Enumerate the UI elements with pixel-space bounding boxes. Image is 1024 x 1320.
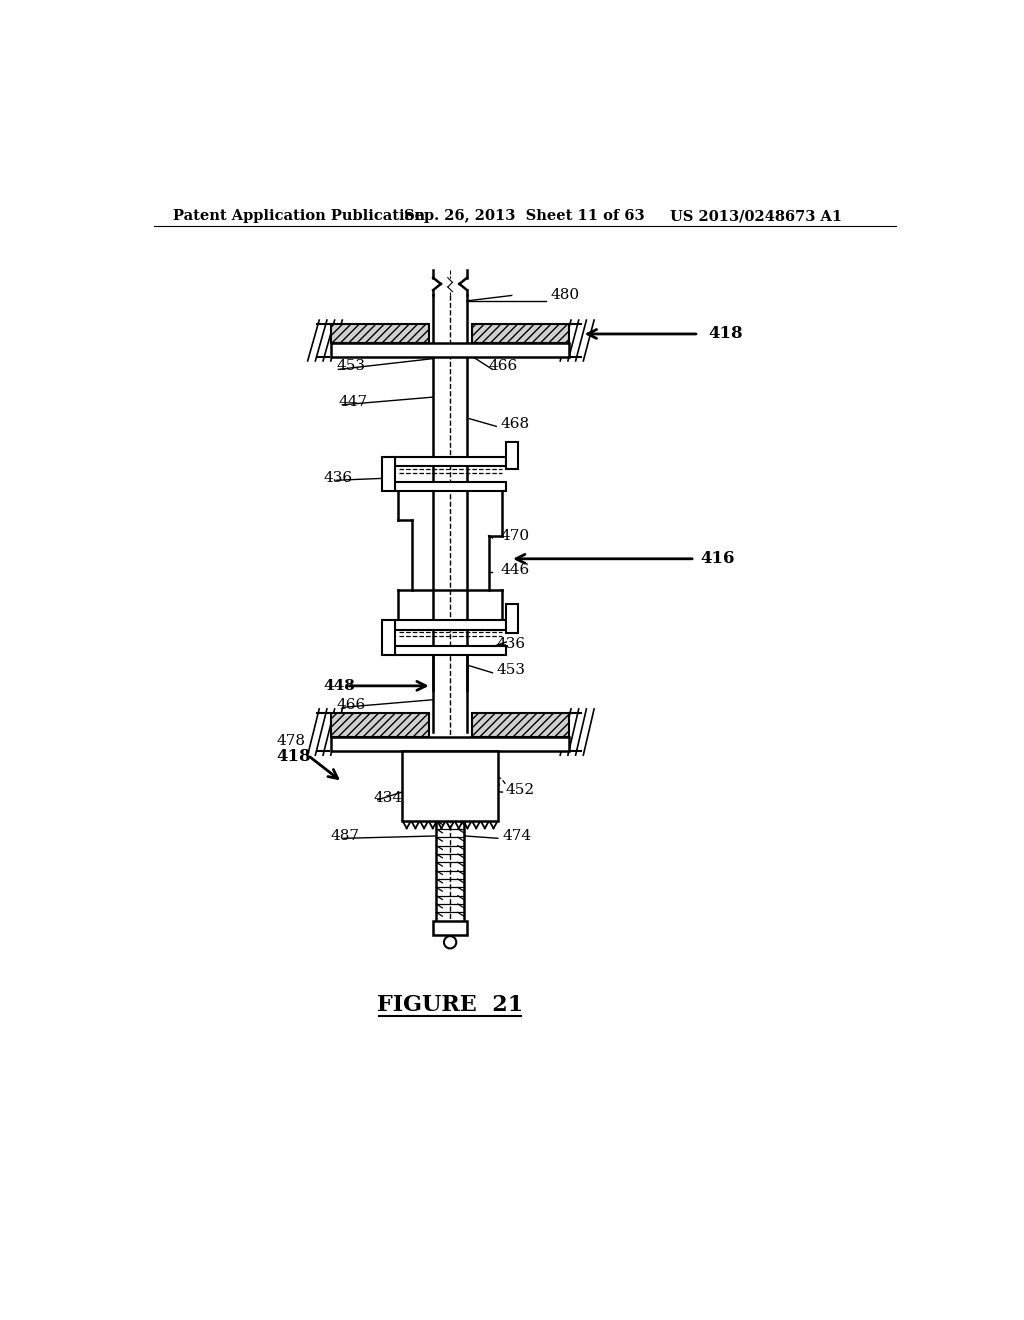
Bar	[331, 323, 429, 343]
Text: 447: 447	[339, 395, 368, 409]
Bar	[506, 605, 518, 632]
Text: 487: 487	[331, 829, 359, 843]
Bar	[394, 620, 506, 630]
Text: 434: 434	[373, 791, 402, 804]
Text: 480: 480	[551, 289, 581, 302]
Text: 470: 470	[500, 529, 529, 543]
Bar	[331, 713, 429, 738]
Bar	[394, 482, 506, 491]
Text: 418: 418	[708, 326, 742, 342]
Text: Patent Application Publication: Patent Application Publication	[173, 209, 425, 223]
Bar	[402, 751, 498, 821]
Text: 478: 478	[276, 734, 306, 748]
Bar	[331, 343, 569, 358]
Bar	[382, 457, 394, 491]
Circle shape	[444, 936, 457, 949]
Text: 418: 418	[276, 748, 311, 766]
Bar	[472, 323, 569, 343]
Text: 453: 453	[497, 664, 525, 677]
Text: Sep. 26, 2013  Sheet 11 of 63: Sep. 26, 2013 Sheet 11 of 63	[403, 209, 644, 223]
Text: 436: 436	[497, 636, 525, 651]
Text: 468: 468	[500, 417, 529, 432]
Bar	[331, 738, 569, 751]
Bar	[382, 620, 394, 655]
Bar	[394, 457, 506, 466]
Text: US 2013/0248673 A1: US 2013/0248673 A1	[670, 209, 842, 223]
Bar	[472, 713, 569, 738]
Text: 453: 453	[336, 359, 366, 374]
Bar	[394, 645, 506, 655]
Text: 448: 448	[323, 678, 355, 693]
Text: 446: 446	[500, 564, 529, 577]
Text: 466: 466	[336, 698, 366, 711]
Bar	[506, 442, 518, 470]
Text: 466: 466	[488, 359, 518, 374]
Text: 474: 474	[503, 829, 531, 843]
Text: FIGURE  21: FIGURE 21	[377, 994, 523, 1016]
Text: 436: 436	[323, 471, 352, 484]
Text: 452: 452	[506, 783, 535, 797]
Bar	[433, 921, 467, 935]
Text: 416: 416	[700, 550, 735, 568]
